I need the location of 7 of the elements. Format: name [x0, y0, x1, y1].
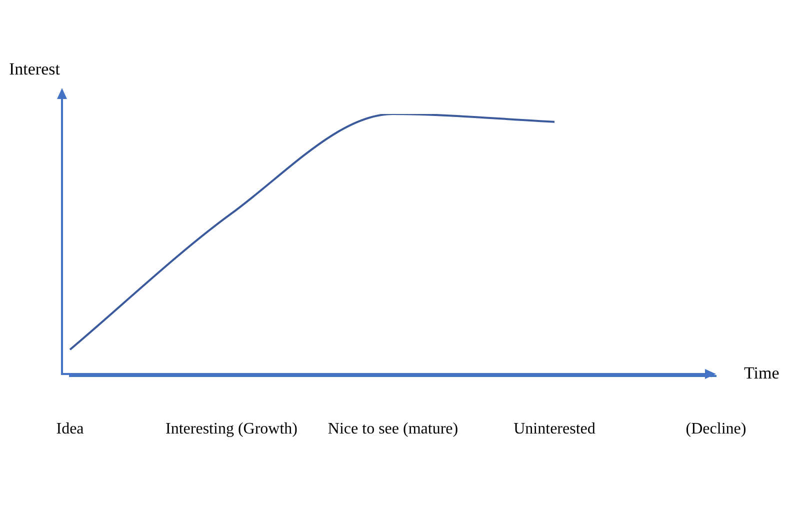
x-tick-label: Uninterested	[514, 420, 596, 438]
y-axis-title: Interest	[9, 59, 60, 78]
x-axis-title: Time	[744, 363, 780, 382]
x-tick-label: Idea	[56, 420, 84, 438]
x-tick-label: Interesting (Growth)	[166, 420, 298, 438]
x-tick-label: Nice to see (mature)	[328, 420, 458, 438]
x-tick-label: (Decline)	[686, 420, 746, 438]
